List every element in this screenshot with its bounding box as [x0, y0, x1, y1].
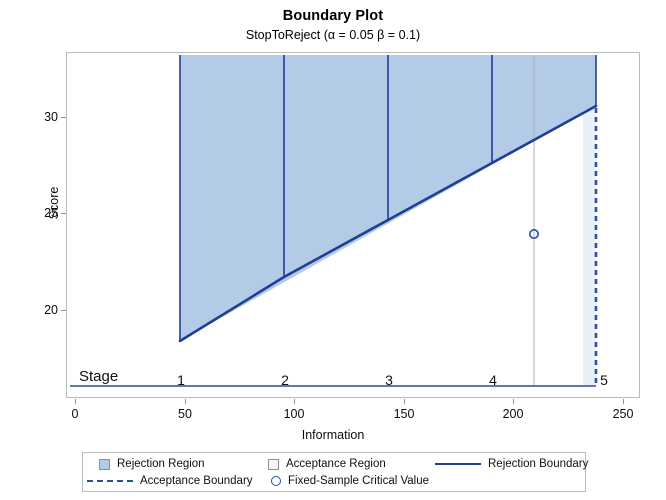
x-tick-mark-200 — [513, 399, 514, 404]
x-tick-label-150: 150 — [393, 407, 415, 421]
rejection-boundary-line — [178, 104, 598, 343]
stage-tick-2: 2 — [281, 372, 289, 388]
x-axis-title: Information — [301, 428, 365, 442]
y-axis-title: Score — [47, 186, 61, 220]
legend-label-rejection-boundary: Rejection Boundary — [488, 458, 589, 470]
fixed-sample-marker-swatch-icon — [271, 476, 281, 486]
plot-area: Stage 1 2 3 4 5 — [66, 52, 640, 398]
x-tick-label-50: 50 — [178, 407, 192, 421]
legend-label-fixed-sample-critical-value: Fixed-Sample Critical Value — [288, 475, 430, 487]
legend-item-rejection-region[interactable]: Rejection Region — [99, 458, 205, 470]
stage-tick-1: 1 — [177, 372, 185, 388]
y-tick-label-25: 25 — [44, 206, 58, 220]
x-tick-mark-100 — [294, 399, 295, 404]
fixed-sample-critical-value-marker — [528, 229, 539, 240]
legend-label-acceptance-boundary: Acceptance Boundary — [140, 475, 253, 487]
x-tick-mark-50 — [185, 399, 186, 404]
chart-subtitle: StopToReject (α = 0.05 β = 0.1) — [245, 28, 421, 42]
legend-item-acceptance-boundary[interactable]: Acceptance Boundary — [87, 475, 253, 487]
acceptance-boundary-swatch-icon — [87, 480, 133, 482]
x-tick-mark-250 — [623, 399, 624, 404]
chart-title: Boundary Plot — [282, 8, 384, 24]
legend-item-acceptance-region[interactable]: Acceptance Region — [268, 458, 386, 470]
legend-label-rejection-region: Rejection Region — [117, 458, 205, 470]
x-tick-label-200: 200 — [502, 407, 524, 421]
x-tick-label-0: 0 — [71, 407, 79, 421]
legend-item-rejection-boundary[interactable]: Rejection Boundary — [435, 458, 588, 470]
rejection-region-swatch-icon — [99, 458, 110, 470]
y-tick-label-30: 30 — [44, 110, 58, 124]
x-tick-mark-150 — [404, 399, 405, 404]
legend: Rejection Region Acceptance Region Rejec… — [82, 452, 588, 492]
x-tick-label-250: 250 — [612, 407, 634, 421]
legend-label-acceptance-region: Acceptance Region — [286, 458, 386, 470]
x-tick-label-100: 100 — [283, 407, 305, 421]
x-tick-mark-0 — [75, 399, 76, 404]
y-tick-mark-30 — [61, 117, 66, 118]
stage-axis-label: Stage — [79, 368, 119, 385]
rejection-boundary-swatch-icon — [435, 463, 481, 465]
stage-tick-5: 5 — [600, 372, 608, 388]
y-tick-mark-25 — [61, 213, 66, 214]
plot-graphics — [70, 55, 598, 387]
y-tick-mark-20 — [61, 310, 66, 311]
acceptance-region-swatch-icon — [268, 458, 279, 470]
stage-tick-4: 4 — [489, 372, 497, 388]
stage-tick-3: 3 — [385, 372, 393, 388]
y-tick-label-20: 20 — [44, 303, 58, 317]
acceptance-region-fill — [583, 106, 596, 385]
legend-item-fixed-sample-critical-value[interactable]: Fixed-Sample Critical Value — [269, 475, 429, 487]
